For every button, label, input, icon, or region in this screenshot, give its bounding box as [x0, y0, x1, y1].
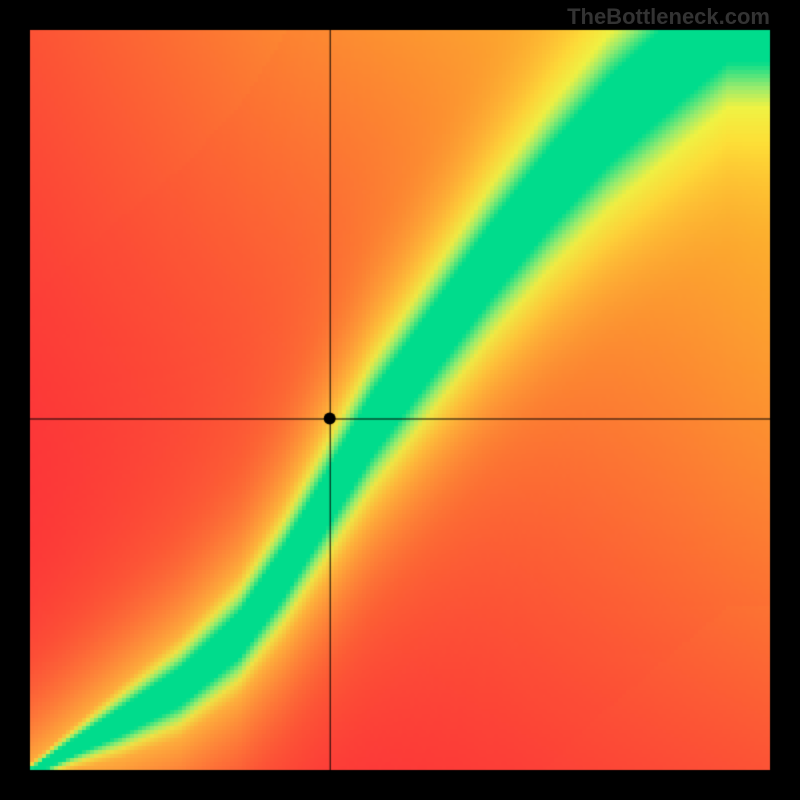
chart-container: TheBottleneck.com: [0, 0, 800, 800]
watermark-text: TheBottleneck.com: [567, 4, 770, 30]
heatmap-canvas: [0, 0, 800, 800]
